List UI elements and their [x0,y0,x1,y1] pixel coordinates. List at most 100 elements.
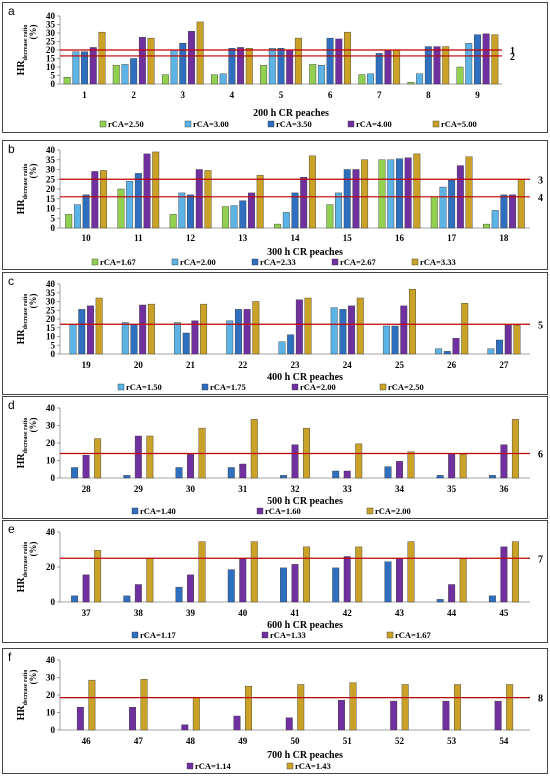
bar [308,155,316,229]
panel-a: a HRdecrease ratio (%) 0 5 10 15 20 25 30 35 40 1 2 3 4… [2,2,548,133]
panel-letter: a [8,4,15,18]
bar [436,599,444,603]
bar [260,65,268,85]
bar [517,179,525,229]
bar [391,325,399,355]
panel-border [2,520,548,643]
bar [256,175,264,229]
bar [87,305,94,355]
bar [488,475,496,479]
bar [94,438,102,479]
legend-label: rCA=2.00 [180,257,216,267]
bar [71,595,79,603]
bar [129,707,137,731]
bar [430,196,438,229]
bar [123,475,131,479]
y-tick-label: 5 [51,71,56,81]
bar [291,444,299,479]
bar [121,64,129,85]
bar [226,320,234,355]
bar [335,192,342,229]
bar [404,157,412,229]
x-tick-label: 23 [291,360,301,370]
x-tick-label: 15 [343,233,353,243]
legend-label: rCA=1.17 [140,630,177,640]
y-tick-label: 25 [46,37,56,47]
bar [182,332,190,355]
bar [297,684,305,731]
bar [78,309,86,355]
legend-label: rCA=1.43 [295,761,331,771]
legend-label: rCA=2.50 [388,382,424,392]
bar [300,177,308,229]
legend-label: rCA=3.33 [420,257,456,267]
bar [393,49,401,85]
y-tick-label: 0 [51,597,56,607]
y-tick-label: 15 [46,323,56,333]
reference-line-label: 3 [538,175,543,186]
legend-swatch [291,383,299,391]
bar [170,49,178,85]
bar [250,419,258,479]
x-tick-label: 43 [395,608,405,618]
y-axis-label-sub: decrease ratio [23,670,29,706]
bar [161,74,169,85]
bar [500,444,508,479]
bar [130,324,138,355]
bar [343,470,351,479]
bar [198,541,206,603]
bar [140,679,148,731]
bar [138,37,146,85]
bar [219,73,227,85]
bar [465,43,473,85]
bar [442,700,450,731]
x-tick-label: 10 [82,233,92,243]
legend-label: rCA=1.75 [210,382,246,392]
bar [400,305,408,355]
bar [382,325,390,355]
bar [123,595,131,603]
bar [291,564,299,603]
x-tick-label: 40 [238,608,248,618]
bar [295,299,303,355]
bar [204,170,212,229]
bar [82,194,90,229]
bar [343,556,351,603]
panel-letter: c [8,274,14,288]
bar [361,159,369,229]
bar [304,297,312,355]
bar [332,567,340,603]
bar [401,684,409,731]
bar [433,46,441,85]
bar [82,574,90,603]
x-tick-label: 29 [134,484,144,494]
bar [71,467,79,479]
legend-label: rCA=1.33 [270,630,306,640]
bar [409,289,416,355]
x-tick-label: 44 [447,608,457,618]
legend-swatch [201,383,209,391]
legend-swatch [432,120,440,128]
bar [378,159,386,229]
x-tick-label: 12 [186,233,196,243]
y-tick-label: 20 [46,438,56,448]
bar [443,351,451,355]
y-tick-label: 35 [46,20,56,30]
bar [482,33,490,85]
y-axis-label-main: HR [16,60,27,76]
bar [335,38,343,85]
bar [352,169,360,229]
y-axis-unit: (%) [28,418,38,433]
legend-swatch [251,258,259,266]
bar [274,223,282,229]
bar [195,169,203,229]
bar [416,73,424,85]
legend-swatch [171,258,179,266]
y-tick-label: 40 [46,527,56,537]
panel-c: c HRdecrease ratio (%) 0 5 10 15 20 25 30 35 40 19 20… [2,272,548,395]
bar [89,47,97,85]
bar [287,334,295,355]
bar [134,435,142,479]
y-axis-unit: (%) [28,670,38,685]
